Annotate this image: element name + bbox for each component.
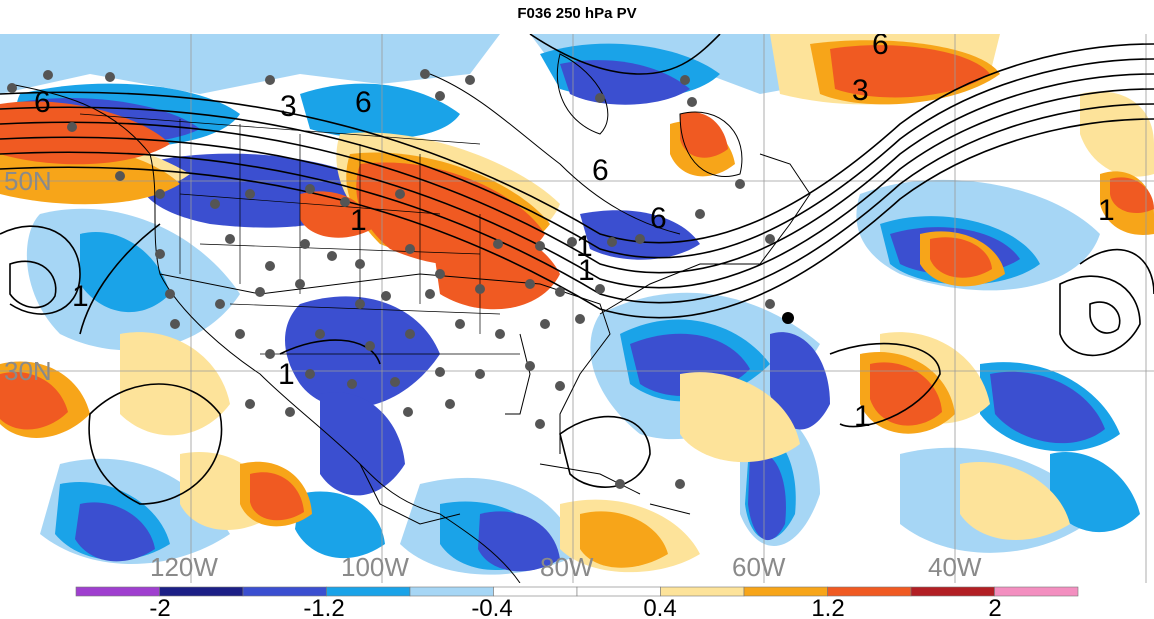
contour-label: 6 <box>872 34 889 61</box>
longitude-label: 80W <box>540 552 594 582</box>
contour-label: 1 <box>350 204 367 237</box>
colorbar-swatch <box>910 586 995 597</box>
colorbar-tick-label: -0.4 <box>471 595 512 619</box>
graticule <box>0 34 1154 583</box>
longitude-label: 40W <box>928 552 982 582</box>
colorbar-swatch <box>159 586 244 597</box>
contour-label: 6 <box>650 202 667 235</box>
colorbar: -2 -1.2 -0.4 0.4 1.2 2 <box>75 586 1079 619</box>
contour-label: 6 <box>592 154 609 187</box>
colorbar-tick-label: 2 <box>988 595 1001 619</box>
colorbar-swatch <box>75 586 160 597</box>
longitude-label: 60W <box>732 552 786 582</box>
colorbar-tick-label: 0.4 <box>643 595 676 619</box>
longitude-labels: 120W 100W 80W 60W 40W <box>150 552 982 582</box>
colorbar-tick-label: -1.2 <box>303 595 344 619</box>
contour-label: 1 <box>72 280 89 313</box>
state-boundaries <box>79 113 520 355</box>
longitude-label: 100W <box>341 552 409 582</box>
contour-label: 6 <box>355 86 372 119</box>
map-title: F036 250 hPa PV <box>517 5 637 22</box>
ship-marker <box>782 312 794 324</box>
latitude-labels: 50N 30N <box>4 166 52 386</box>
contour-label: 3 <box>280 90 297 123</box>
pv-contours <box>0 34 1154 505</box>
colorbar-tick-labels: -2 -1.2 -0.4 0.4 1.2 2 <box>149 595 1001 619</box>
station-markers <box>7 69 775 489</box>
contour-label: 1 <box>278 358 295 391</box>
longitude-label: 120W <box>150 552 218 582</box>
contour-label: 1 <box>1098 194 1115 227</box>
coastlines <box>9 53 811 583</box>
latitude-label: 30N <box>4 356 52 386</box>
contour-label: 1 <box>854 400 871 433</box>
colorbar-swatches <box>75 586 1079 597</box>
contour-label: 1 <box>576 230 593 263</box>
colorbar-tick-label: -2 <box>149 595 170 619</box>
contour-label: 3 <box>852 74 869 107</box>
contour-labels: 6 3 6 1 6 6 1 1 1 1 6 3 1 1 <box>34 34 1115 433</box>
contour-label: 6 <box>34 86 51 119</box>
pv-anomaly-map: 6 3 6 1 6 6 1 1 1 1 6 3 1 1 50N 30N 120W… <box>0 34 1154 583</box>
colorbar-swatch <box>994 586 1079 597</box>
latitude-label: 50N <box>4 166 52 196</box>
colorbar-tick-label: 1.2 <box>811 595 844 619</box>
contour-label: 1 <box>578 254 595 287</box>
